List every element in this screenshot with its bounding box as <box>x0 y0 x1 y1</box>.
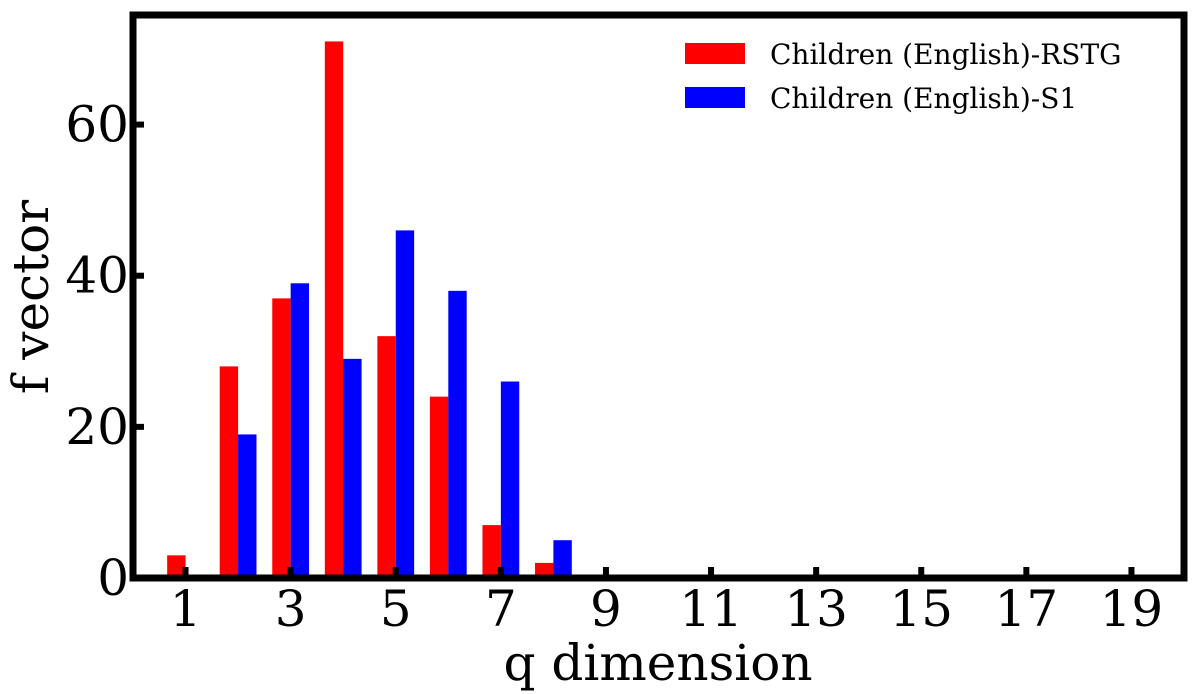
x-tick-label: 11 <box>679 580 743 638</box>
x-tick-label: 19 <box>1100 580 1164 638</box>
x-tick-label: 7 <box>485 580 517 638</box>
y-axis-ticks: 0 20 40 60 <box>65 96 144 607</box>
plot-frame <box>129 11 1188 582</box>
legend-swatch-rstg <box>685 43 745 64</box>
legend-label-s1: Children (English)-S1 <box>770 82 1077 115</box>
bar-s1-q3 <box>290 283 310 578</box>
y-tick-label: 60 <box>65 96 129 154</box>
bar-s1-q4 <box>343 358 362 578</box>
x-tick-label: 17 <box>995 580 1059 638</box>
x-tick-label: 15 <box>889 580 953 638</box>
x-tick-label: 13 <box>784 580 848 638</box>
bar-rstg-q3 <box>272 298 291 578</box>
bar-rstg-q7 <box>482 525 501 578</box>
legend-swatch-s1 <box>685 87 745 108</box>
bar-rstg-q1 <box>167 555 186 578</box>
x-axis-ticks: 1 3 5 7 9 11 13 15 17 19 <box>170 567 1164 638</box>
bar-s1-q6 <box>448 290 467 578</box>
bar-rstg-q2 <box>219 366 239 578</box>
y-axis-label: f vector <box>2 200 60 394</box>
bar-rstg-q4 <box>324 41 344 578</box>
bar-s1-q8 <box>553 540 572 578</box>
bar-rstg-q5 <box>377 336 396 578</box>
x-tick-label: 1 <box>170 580 202 638</box>
bar-s1-q2 <box>238 434 257 578</box>
x-tick-label: 9 <box>590 580 622 638</box>
x-tick-label: 5 <box>380 580 412 638</box>
bar-s1-q5 <box>395 230 415 578</box>
x-axis-label: q dimension <box>503 634 812 692</box>
bars-layer <box>167 41 572 578</box>
bar-rstg-q6 <box>429 396 449 578</box>
legend: Children (English)-RSTG Children (English… <box>685 38 1122 115</box>
bar-rstg-q8 <box>535 562 554 578</box>
y-tick-label: 40 <box>65 247 129 305</box>
y-tick-label: 20 <box>65 398 129 456</box>
y-tick-label: 0 <box>97 549 129 607</box>
legend-label-rstg: Children (English)-RSTG <box>770 38 1122 71</box>
x-tick-label: 3 <box>275 580 307 638</box>
bar-s1-q7 <box>500 381 520 578</box>
